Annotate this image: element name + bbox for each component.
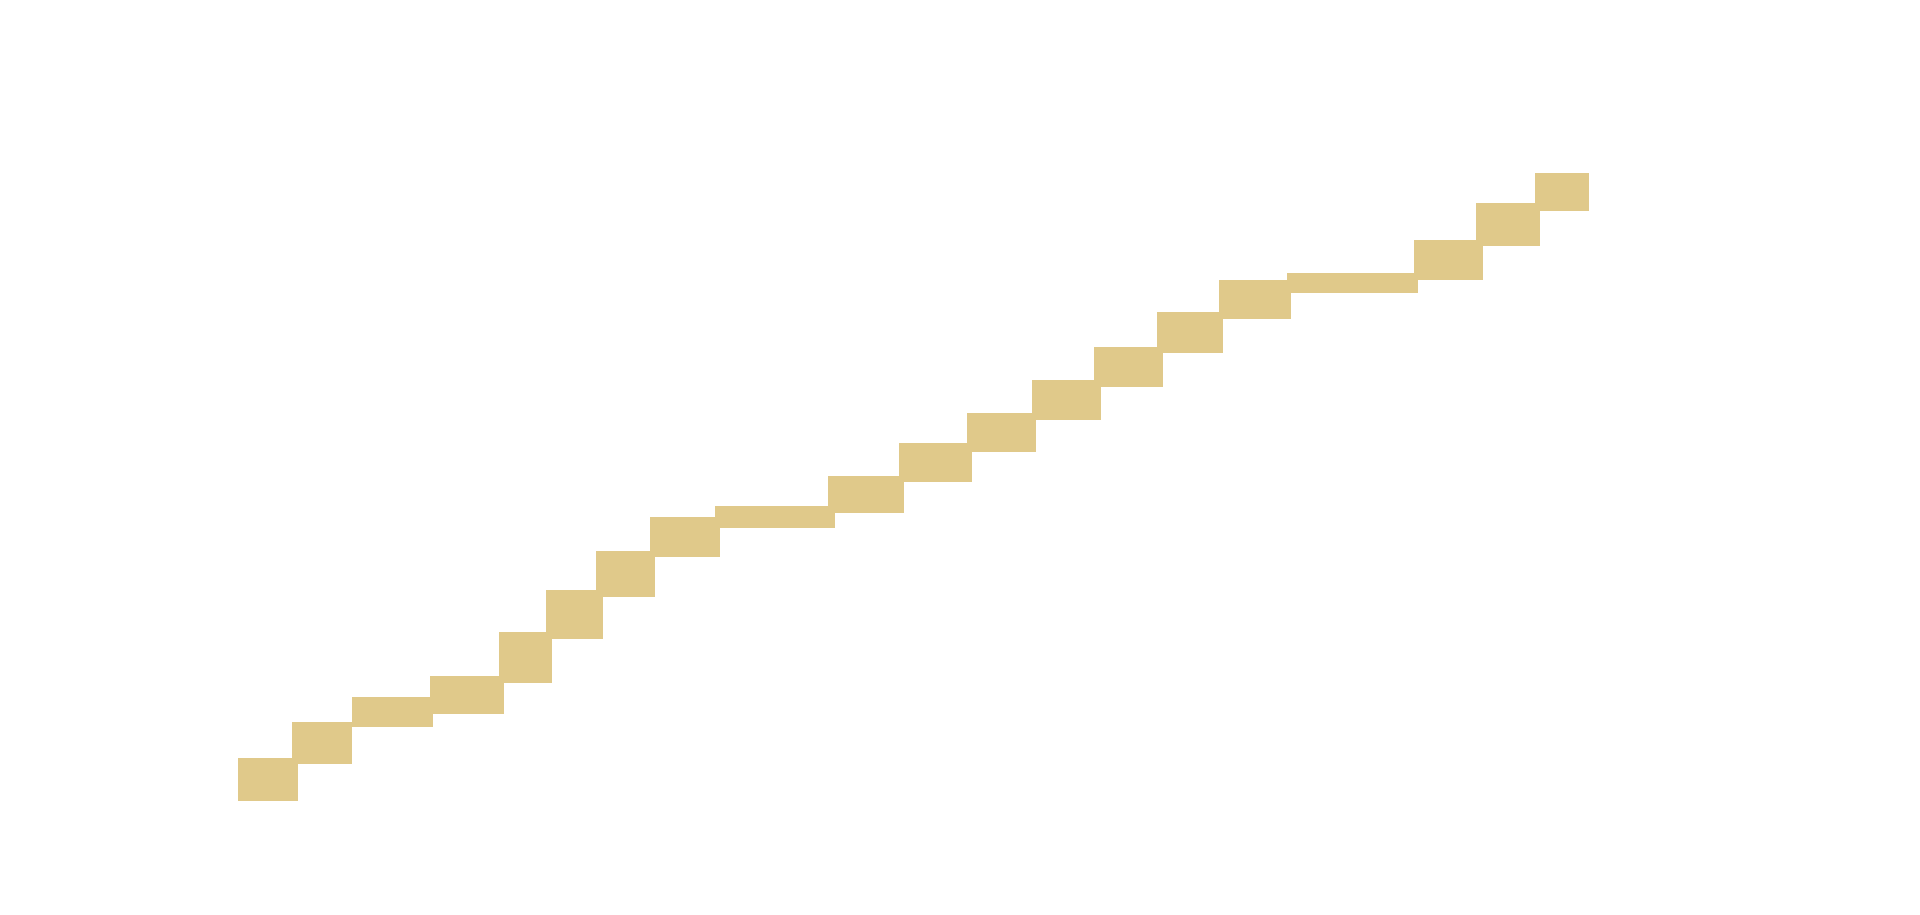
- line-pixel-block-10: [899, 443, 972, 482]
- line-pixel-block-2: [352, 697, 433, 727]
- line-pixel-block-19: [1535, 173, 1589, 211]
- line-pixel-block-13: [1094, 347, 1163, 387]
- line-pixel-block-3: [430, 676, 504, 714]
- line-pixel-block-14: [1157, 312, 1223, 353]
- line-pixel-block-0: [238, 758, 298, 801]
- line-pixel-block-12: [1032, 380, 1101, 420]
- line-pixel-block-16: [1287, 273, 1418, 293]
- line-pixel-block-5: [546, 590, 603, 639]
- line-pixel-block-8: [715, 506, 835, 528]
- line-pixel-block-9: [828, 476, 904, 513]
- line-pixel-block-7: [650, 517, 720, 557]
- line-pixel-block-17: [1414, 240, 1483, 280]
- line-pixel-block-4: [499, 632, 552, 683]
- line-pixel-block-15: [1219, 280, 1291, 319]
- line-pixel-block-6: [596, 551, 655, 597]
- line-pixel-block-18: [1476, 203, 1540, 246]
- line-pixel-block-11: [967, 413, 1036, 452]
- line-pixel-block-1: [292, 722, 352, 764]
